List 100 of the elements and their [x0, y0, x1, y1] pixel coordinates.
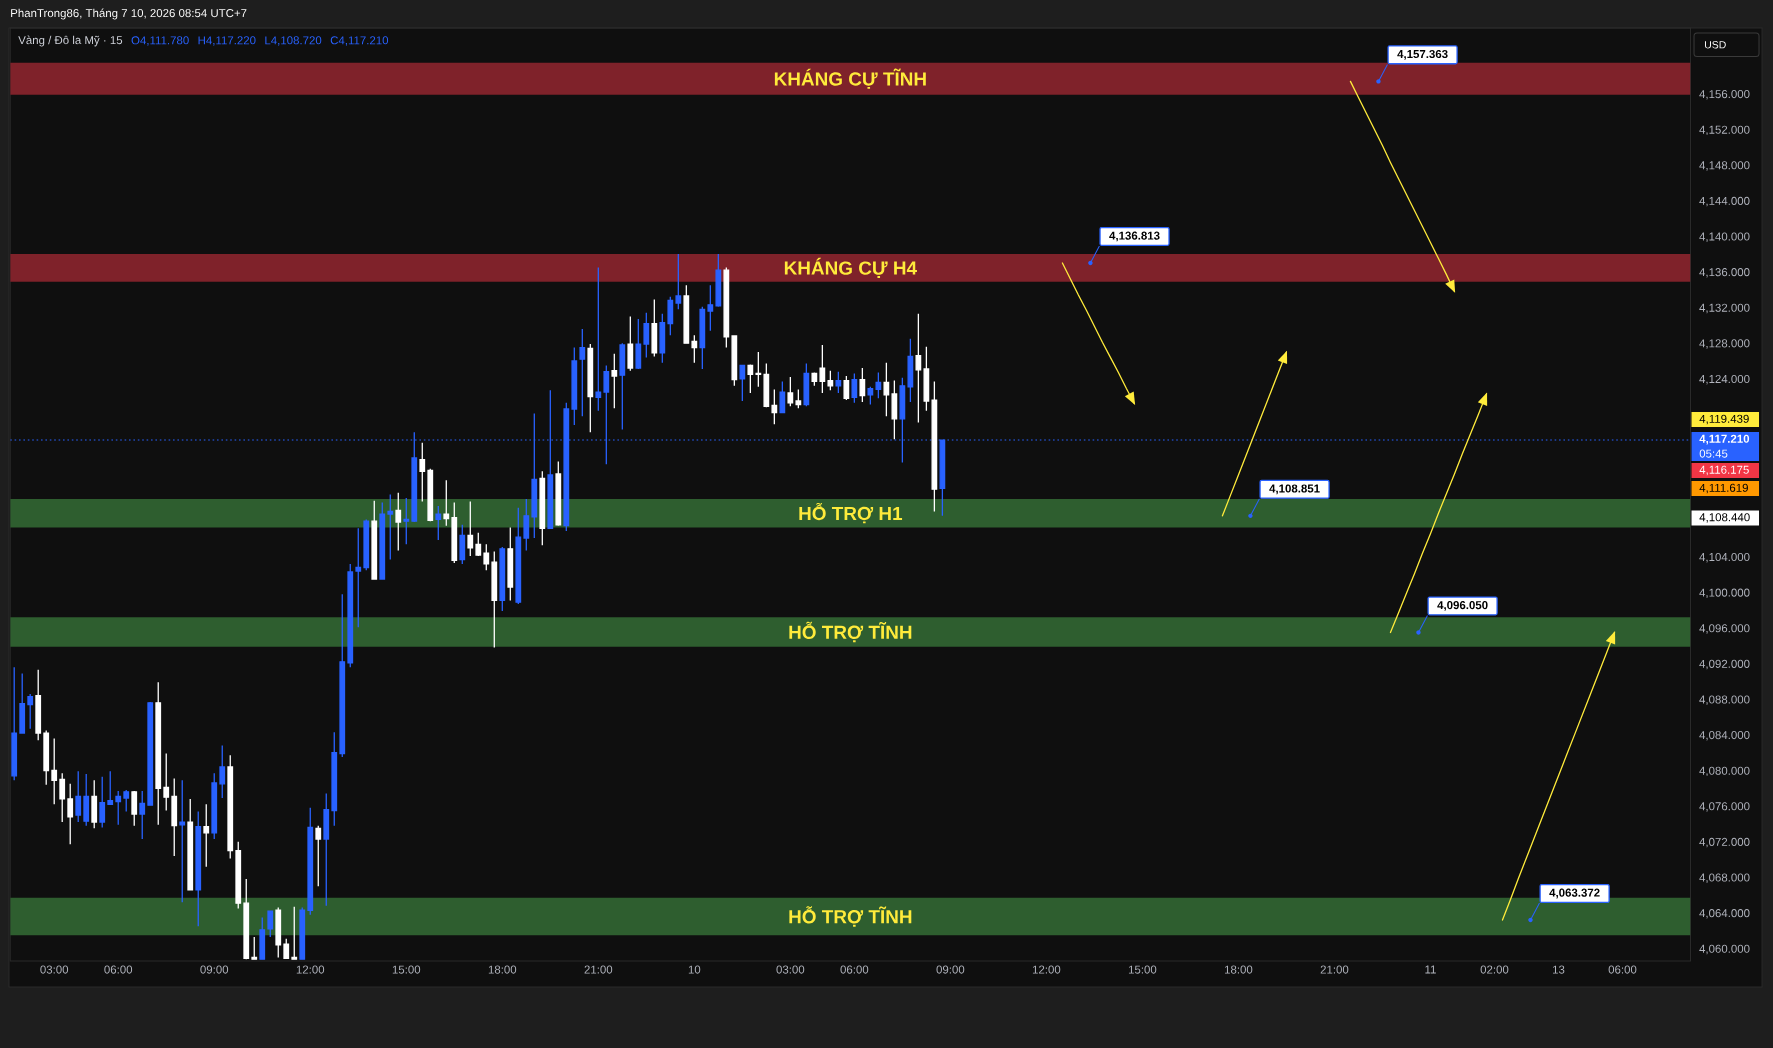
- candlestick: [363, 518, 370, 571]
- text: Vàng / Đô la Mỹ · 15: [18, 35, 123, 47]
- candlestick: [579, 328, 586, 417]
- x-tick-label: 12:00: [1032, 965, 1061, 974]
- candlestick: [267, 910, 274, 938]
- candlestick: [419, 442, 426, 503]
- text: 4,116.175: [1699, 465, 1749, 476]
- annotation: O4,111.780: [131, 36, 189, 46]
- candlestick: [163, 752, 170, 812]
- candlestick: [203, 803, 210, 868]
- candlestick: [299, 906, 306, 960]
- candlestick: [347, 563, 354, 668]
- text: 4,119.439: [1699, 414, 1749, 425]
- candlestick: [259, 916, 266, 960]
- y-tick-label: 4,084.000: [1699, 731, 1750, 741]
- candlestick: [99, 776, 106, 829]
- candlestick: [651, 298, 658, 358]
- band-label: KHÁNG CỰ TĨNH: [774, 68, 926, 89]
- annotation: 4,108.851: [1269, 484, 1320, 495]
- candlestick: [147, 701, 154, 806]
- candlestick: [355, 527, 362, 628]
- candlestick: [307, 807, 314, 916]
- y-tick-label: 4,156.000: [1699, 90, 1750, 100]
- candlestick: [795, 388, 802, 409]
- candlestick: [459, 524, 466, 565]
- candlestick: [107, 770, 114, 805]
- candlestick: [635, 318, 642, 370]
- y-tick-label: 4,152.000: [1699, 125, 1750, 136]
- candlestick: [51, 737, 58, 805]
- band-label: KHÁNG CỰ H4: [784, 257, 917, 278]
- candlestick: [131, 790, 138, 827]
- y-tick-label: 4,076.000: [1699, 802, 1750, 812]
- y-tick-label: 4,092.000: [1699, 659, 1750, 670]
- candlestick: [19, 672, 26, 734]
- candlestick: [931, 380, 938, 513]
- candlestick: [891, 379, 898, 440]
- candlestick: [531, 412, 538, 539]
- y-tick-label: 4,080.000: [1699, 766, 1750, 777]
- band-label: HỖ TRỢ TĨNH: [789, 906, 912, 927]
- candlestick: [819, 344, 826, 394]
- band-label: HỖ TRỢ H1: [799, 503, 903, 524]
- candlestick: [611, 353, 618, 409]
- candlestick: [339, 593, 346, 758]
- y-tick-label: 4,064.000: [1699, 909, 1750, 919]
- candlestick: [115, 790, 122, 826]
- candlestick: [835, 370, 842, 394]
- y-tick-label: 4,096.000: [1699, 624, 1750, 634]
- candlestick: [595, 266, 602, 412]
- y-tick-label: 4,132.000: [1699, 303, 1750, 314]
- candlestick: [771, 388, 778, 425]
- x-tick-label: 15:00: [1128, 965, 1157, 974]
- candlestick: [91, 779, 98, 829]
- y-tick-label: 4,128.000: [1699, 339, 1750, 349]
- text: 05:45: [1699, 449, 1728, 458]
- candlestick: [155, 681, 162, 826]
- candlestick: [443, 479, 450, 527]
- candlestick: [523, 498, 530, 552]
- candlestick: [803, 362, 810, 407]
- x-tick-label: 09:00: [936, 965, 965, 974]
- candlestick: [691, 334, 698, 364]
- candlestick: [507, 526, 514, 602]
- candlestick: [723, 266, 730, 349]
- annotation: 4,136.813: [1109, 231, 1160, 242]
- annotation: H4,117.220: [198, 36, 256, 46]
- candlestick: [315, 825, 322, 887]
- candlestick: [475, 532, 482, 557]
- y-tick-label: 4,144.000: [1699, 196, 1750, 207]
- x-tick-label: 03:00: [40, 965, 69, 974]
- candlestick: [539, 470, 546, 546]
- candlestick: [171, 777, 178, 857]
- candlestick: [323, 792, 330, 907]
- x-tick-label: 02:00: [1480, 965, 1509, 974]
- y-tick-label: 4,104.000: [1699, 552, 1750, 563]
- x-tick-label: 10: [688, 965, 701, 974]
- x-tick-label: 21:00: [584, 965, 613, 974]
- candlestick: [627, 315, 634, 372]
- candlestick: [27, 693, 34, 730]
- candlestick: [499, 546, 506, 612]
- y-tick-label: 4,072.000: [1699, 837, 1750, 848]
- candlestick: [827, 370, 834, 391]
- candlestick: [739, 364, 746, 402]
- candlestick: [715, 253, 722, 308]
- annotation: L4,108.720: [265, 36, 322, 46]
- candlestick: [883, 362, 890, 417]
- candlestick: [667, 296, 674, 336]
- candlestick: [211, 772, 218, 840]
- candlestick: [283, 938, 290, 959]
- candlestick: [451, 501, 458, 564]
- candlestick: [859, 367, 866, 403]
- candlestick: [75, 770, 82, 823]
- text: 4,111.619: [1699, 483, 1748, 494]
- y-tick-label: 4,060.000: [1699, 944, 1750, 955]
- candlestick: [195, 810, 202, 927]
- ref-line-label: 4,117.210: [1699, 434, 1750, 445]
- x-tick-label: 09:00: [200, 965, 229, 974]
- annotation: 4,063.372: [1549, 888, 1600, 899]
- candlestick: [587, 343, 594, 433]
- candlestick: [643, 312, 650, 359]
- candlestick: [779, 380, 786, 414]
- candlestick: [555, 460, 562, 527]
